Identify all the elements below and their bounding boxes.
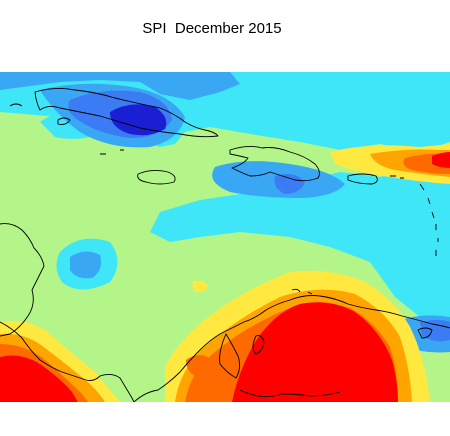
trinidad-coastline [417, 327, 433, 339]
jamaica-coastline [137, 169, 176, 185]
central-america-dry-anomaly [0, 355, 78, 402]
cuba-wet-anomaly [110, 104, 167, 136]
map-title: SPI December 2015 [142, 20, 282, 37]
lesser-antilles [419, 183, 439, 256]
south-america-coastline [133, 295, 450, 402]
cuba-coastline [34, 87, 219, 138]
central-america-coastline [0, 223, 45, 337]
spi-map [0, 72, 450, 402]
venezuela-dry-anomaly [232, 302, 398, 402]
puerto-rico-coastline [347, 173, 378, 185]
coastlines [0, 87, 450, 402]
extremely-dry-zones [0, 152, 450, 402]
hispaniola-coastline [229, 145, 320, 182]
